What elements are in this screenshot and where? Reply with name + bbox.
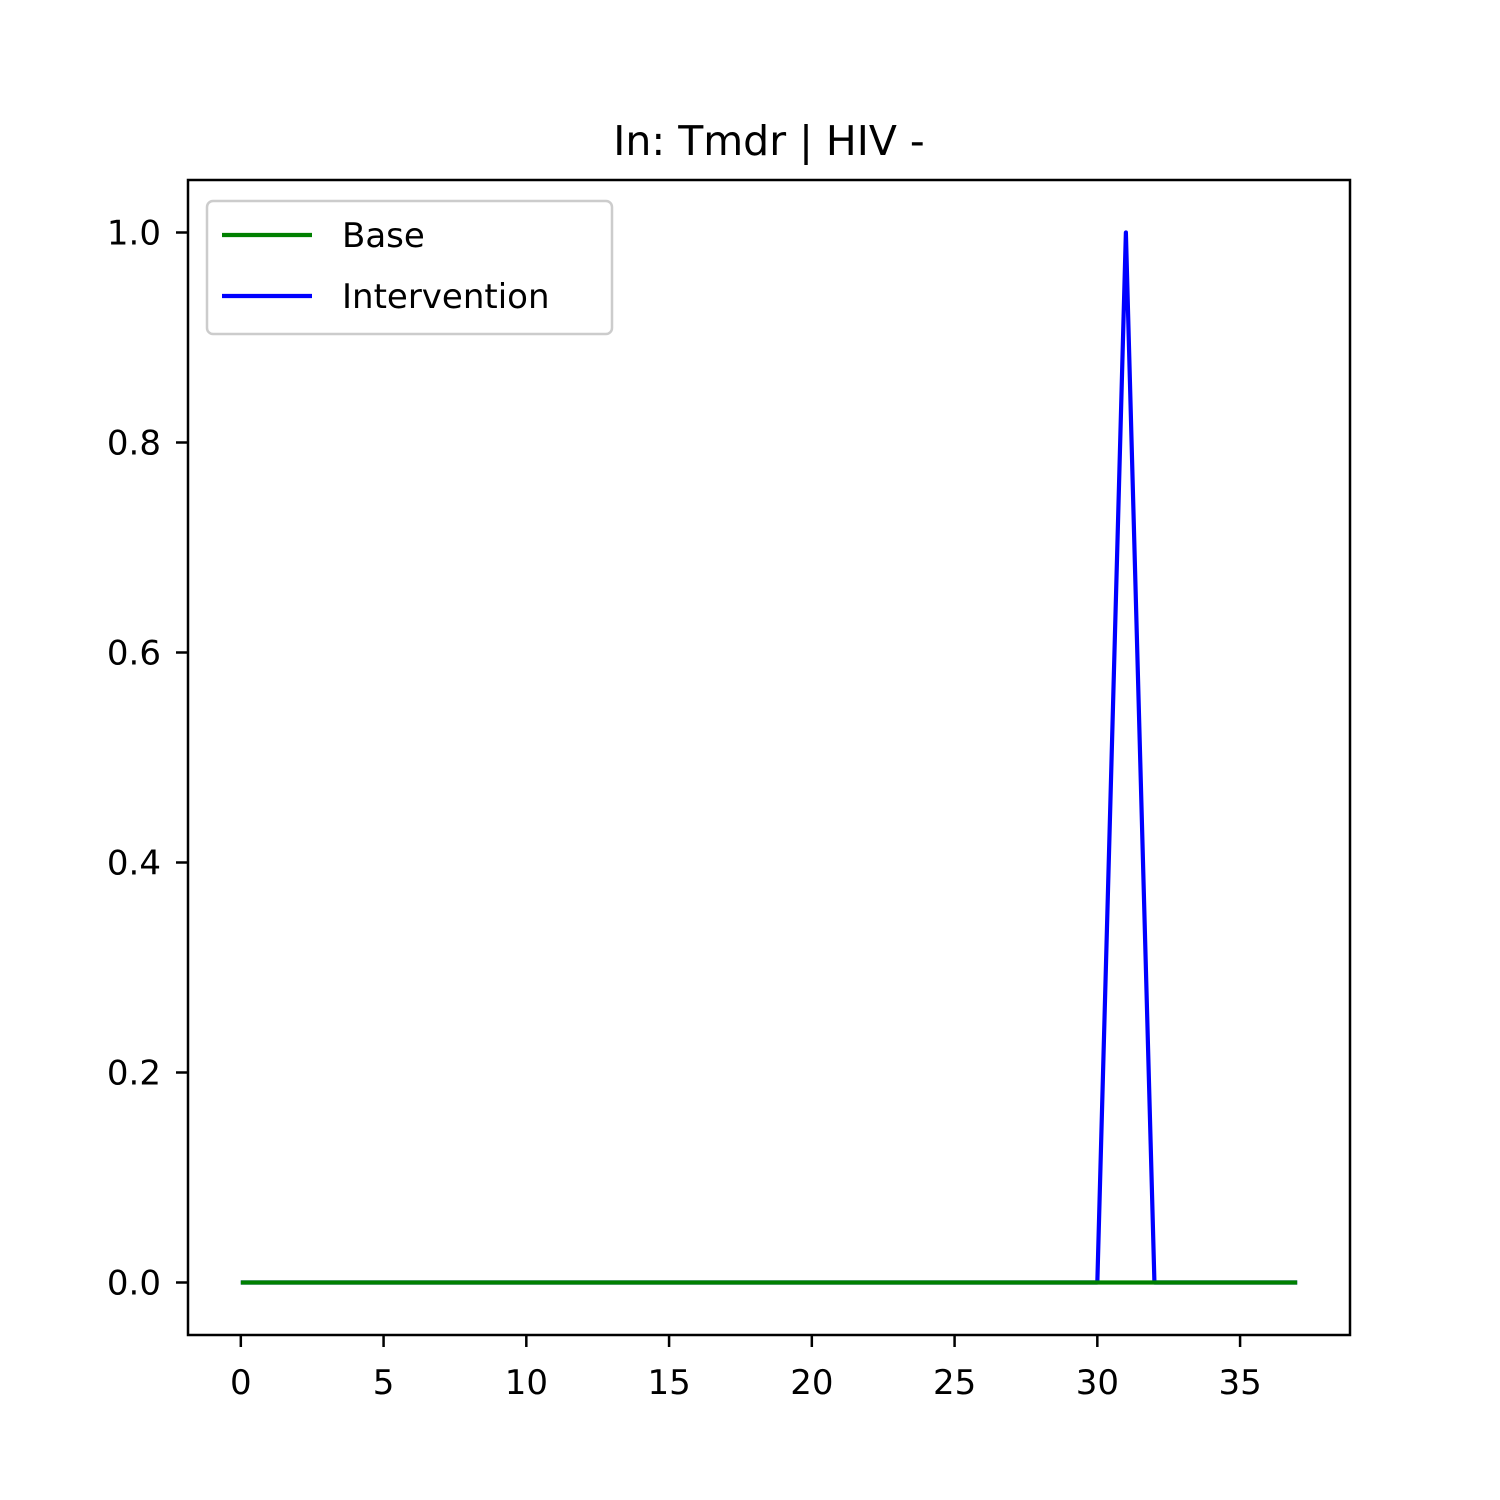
y-tick-label: 0.0 xyxy=(107,1264,161,1304)
plot-frame xyxy=(186,178,1352,1337)
chart-title: In: Tmdr | HIV - xyxy=(613,117,924,165)
y-axis: 0.0 0.2 0.4 0.6 0.8 1.0 xyxy=(107,214,188,1304)
y-tick-label: 0.4 xyxy=(107,844,161,884)
x-tick-label: 0 xyxy=(230,1363,252,1403)
x-axis: 0 5 10 15 20 25 30 35 xyxy=(230,1335,1262,1403)
x-tick-label: 5 xyxy=(373,1363,395,1403)
y-tick-label: 0.6 xyxy=(107,634,161,674)
x-tick-label: 10 xyxy=(505,1363,548,1403)
x-tick-label: 15 xyxy=(647,1363,690,1403)
x-tick-label: 35 xyxy=(1218,1363,1261,1403)
legend-label-intervention: Intervention xyxy=(342,277,550,317)
series-layer xyxy=(240,230,1298,1285)
y-tick-label: 0.8 xyxy=(107,424,161,464)
y-tick-label: 0.2 xyxy=(107,1054,161,1094)
x-tick-label: 20 xyxy=(790,1363,833,1403)
x-tick-label: 30 xyxy=(1076,1363,1119,1403)
legend: Base Intervention xyxy=(205,199,614,336)
legend-label-base: Base xyxy=(342,216,425,256)
y-tick-label: 1.0 xyxy=(107,214,161,254)
x-tick-label: 25 xyxy=(933,1363,976,1403)
